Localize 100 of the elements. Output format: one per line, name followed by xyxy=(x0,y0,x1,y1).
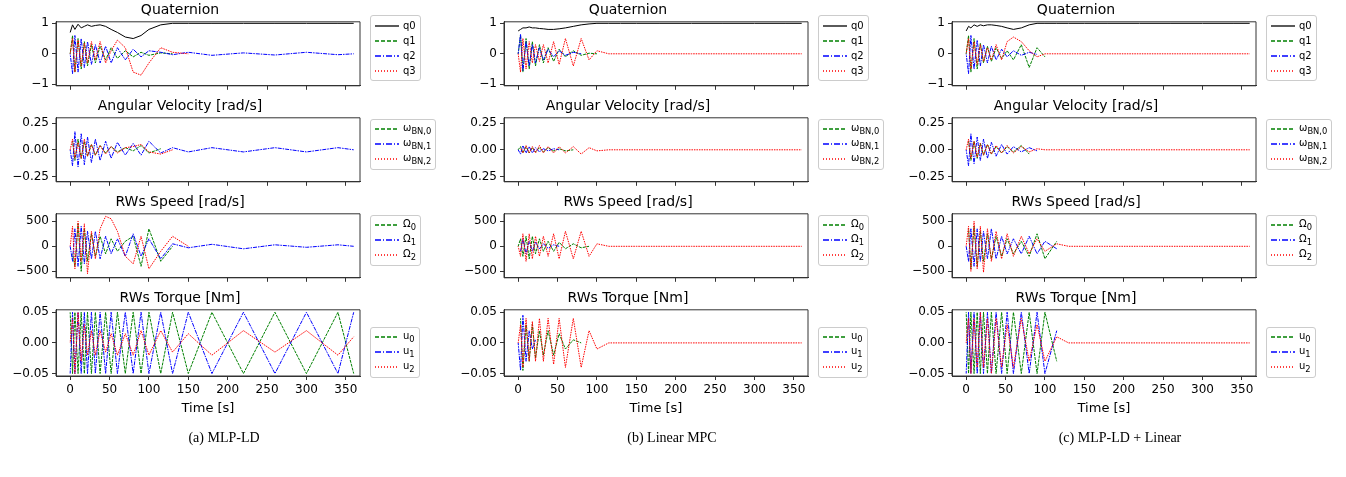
legend-label: Ω$_{2}$ xyxy=(1299,248,1312,262)
y-tick-label: 500 xyxy=(474,213,497,228)
chart-title: Quaternion xyxy=(588,1,668,18)
chart-title: Angular Velocity [rad/s] xyxy=(993,97,1159,114)
x-tick-label: 350 xyxy=(1230,382,1254,397)
legend-label: u$_{1}$ xyxy=(403,345,415,359)
x-tick-label: 300 xyxy=(1190,382,1214,397)
legend-label: q2 xyxy=(851,50,864,61)
legend-label: Ω$_{2}$ xyxy=(851,248,864,262)
text: (b) Linear MPC xyxy=(626,430,718,446)
legend-label: Ω$_{1}$ xyxy=(851,233,864,247)
legend-label: u$_{2}$ xyxy=(1299,360,1311,374)
legend-label: q1 xyxy=(851,35,864,46)
line-series xyxy=(69,38,189,76)
y-tick-label: 0.00 xyxy=(470,335,497,350)
legend-label: u$_{1}$ xyxy=(851,345,863,359)
x-tick-label: 150 xyxy=(624,382,648,397)
y-tick-label: 0.00 xyxy=(22,141,49,156)
y-tick-label: 0.25 xyxy=(470,115,497,130)
legend-label: ω$_{BN,0}$ xyxy=(851,122,880,136)
line-series xyxy=(517,230,803,262)
legend-label: q3 xyxy=(403,65,416,76)
x-tick-label: 150 xyxy=(176,382,200,397)
text: (c) MLP-LD + Linear xyxy=(1057,430,1183,446)
legend-label: q3 xyxy=(851,65,864,76)
x-axis-title: Time [s] xyxy=(628,399,683,415)
line-series xyxy=(520,317,582,371)
legend-label: ω$_{BN,2}$ xyxy=(403,152,432,166)
y-tick-label: 500 xyxy=(26,213,49,228)
chart-title: RWs Speed [rad/s] xyxy=(563,193,693,210)
legend-label: Ω$_{0}$ xyxy=(851,218,864,232)
legend-label: u$_{0}$ xyxy=(851,330,863,344)
legend-label: Ω$_{0}$ xyxy=(1299,218,1312,232)
legend-label: u$_{0}$ xyxy=(1299,330,1311,344)
line-series xyxy=(517,146,574,154)
y-tick-label: 0.00 xyxy=(918,335,945,350)
x-tick-label: 300 xyxy=(294,382,318,397)
y-tick-label: −0.25 xyxy=(908,168,945,183)
x-tick-label: 0 xyxy=(514,382,522,397)
line-series xyxy=(517,33,582,72)
line-series xyxy=(517,235,590,260)
legend-label: u$_{1}$ xyxy=(1299,345,1311,359)
chart-title: RWs Torque [Nm] xyxy=(1015,289,1137,306)
y-tick-label: −0.25 xyxy=(460,168,497,183)
x-axis-title: Time [s] xyxy=(180,399,235,415)
legend-label: Ω$_{2}$ xyxy=(403,248,416,262)
x-tick-label: 200 xyxy=(664,382,688,397)
chart-title: RWs Torque [Nm] xyxy=(567,289,689,306)
legend-label: u$_{0}$ xyxy=(403,330,415,344)
line-series xyxy=(517,314,536,371)
legend-label: ω$_{BN,2}$ xyxy=(851,152,880,166)
legend-label: ω$_{BN,2}$ xyxy=(1299,152,1328,166)
y-tick-label: 0.25 xyxy=(22,115,49,130)
y-tick-label: 0 xyxy=(489,45,497,60)
line-series xyxy=(69,35,174,73)
legend-label: ω$_{BN,1}$ xyxy=(403,137,432,151)
legend-label: q1 xyxy=(403,35,416,46)
line-series xyxy=(517,317,803,368)
y-tick-label: 0 xyxy=(41,238,49,253)
y-tick-label: 0 xyxy=(41,45,49,60)
x-tick-label: 100 xyxy=(1033,382,1057,397)
y-tick-label: 0.05 xyxy=(22,304,49,319)
y-tick-label: 0.00 xyxy=(22,335,49,350)
legend-label: ω$_{BN,0}$ xyxy=(1299,122,1328,136)
y-tick-label: 0 xyxy=(937,238,945,253)
legend-label: ω$_{BN,1}$ xyxy=(1299,137,1328,151)
line-series xyxy=(69,35,355,75)
y-tick-label: 0.00 xyxy=(918,141,945,156)
chart-title: Angular Velocity [rad/s] xyxy=(97,97,263,114)
y-tick-label: 0.05 xyxy=(918,304,945,319)
x-tick-label: 350 xyxy=(334,382,358,397)
y-tick-label: 1 xyxy=(41,15,49,30)
text: (a) MLP-LD xyxy=(187,430,261,446)
chart-title: RWs Torque [Nm] xyxy=(119,289,241,306)
legend-label: ω$_{BN,0}$ xyxy=(403,122,432,136)
legend-label: q2 xyxy=(1299,50,1312,61)
legend-label: Ω$_{1}$ xyxy=(403,233,416,247)
line-series xyxy=(517,38,803,73)
y-tick-label: 0.05 xyxy=(470,304,497,319)
legend-label: q2 xyxy=(403,50,416,61)
x-tick-label: 250 xyxy=(255,382,279,397)
line-series xyxy=(72,223,174,272)
x-tick-label: 300 xyxy=(742,382,766,397)
x-tick-label: 350 xyxy=(782,382,806,397)
x-tick-label: 100 xyxy=(585,382,609,397)
y-tick-label: −0.05 xyxy=(908,365,945,380)
legend-label: q3 xyxy=(1299,65,1312,76)
y-tick-label: 0 xyxy=(937,45,945,60)
x-tick-label: 250 xyxy=(703,382,727,397)
legend-label: Ω$_{1}$ xyxy=(1299,233,1312,247)
line-series xyxy=(69,215,189,275)
legend-label: q0 xyxy=(851,20,864,31)
x-tick-label: 0 xyxy=(962,382,970,397)
y-tick-label: −1 xyxy=(927,76,945,91)
legend-label: Ω$_{0}$ xyxy=(403,218,416,232)
chart-title: Quaternion xyxy=(1036,1,1116,18)
y-tick-label: 1 xyxy=(489,15,497,30)
y-tick-label: 0.00 xyxy=(470,141,497,156)
x-tick-label: 50 xyxy=(101,382,118,397)
y-tick-label: 0.25 xyxy=(918,115,945,130)
